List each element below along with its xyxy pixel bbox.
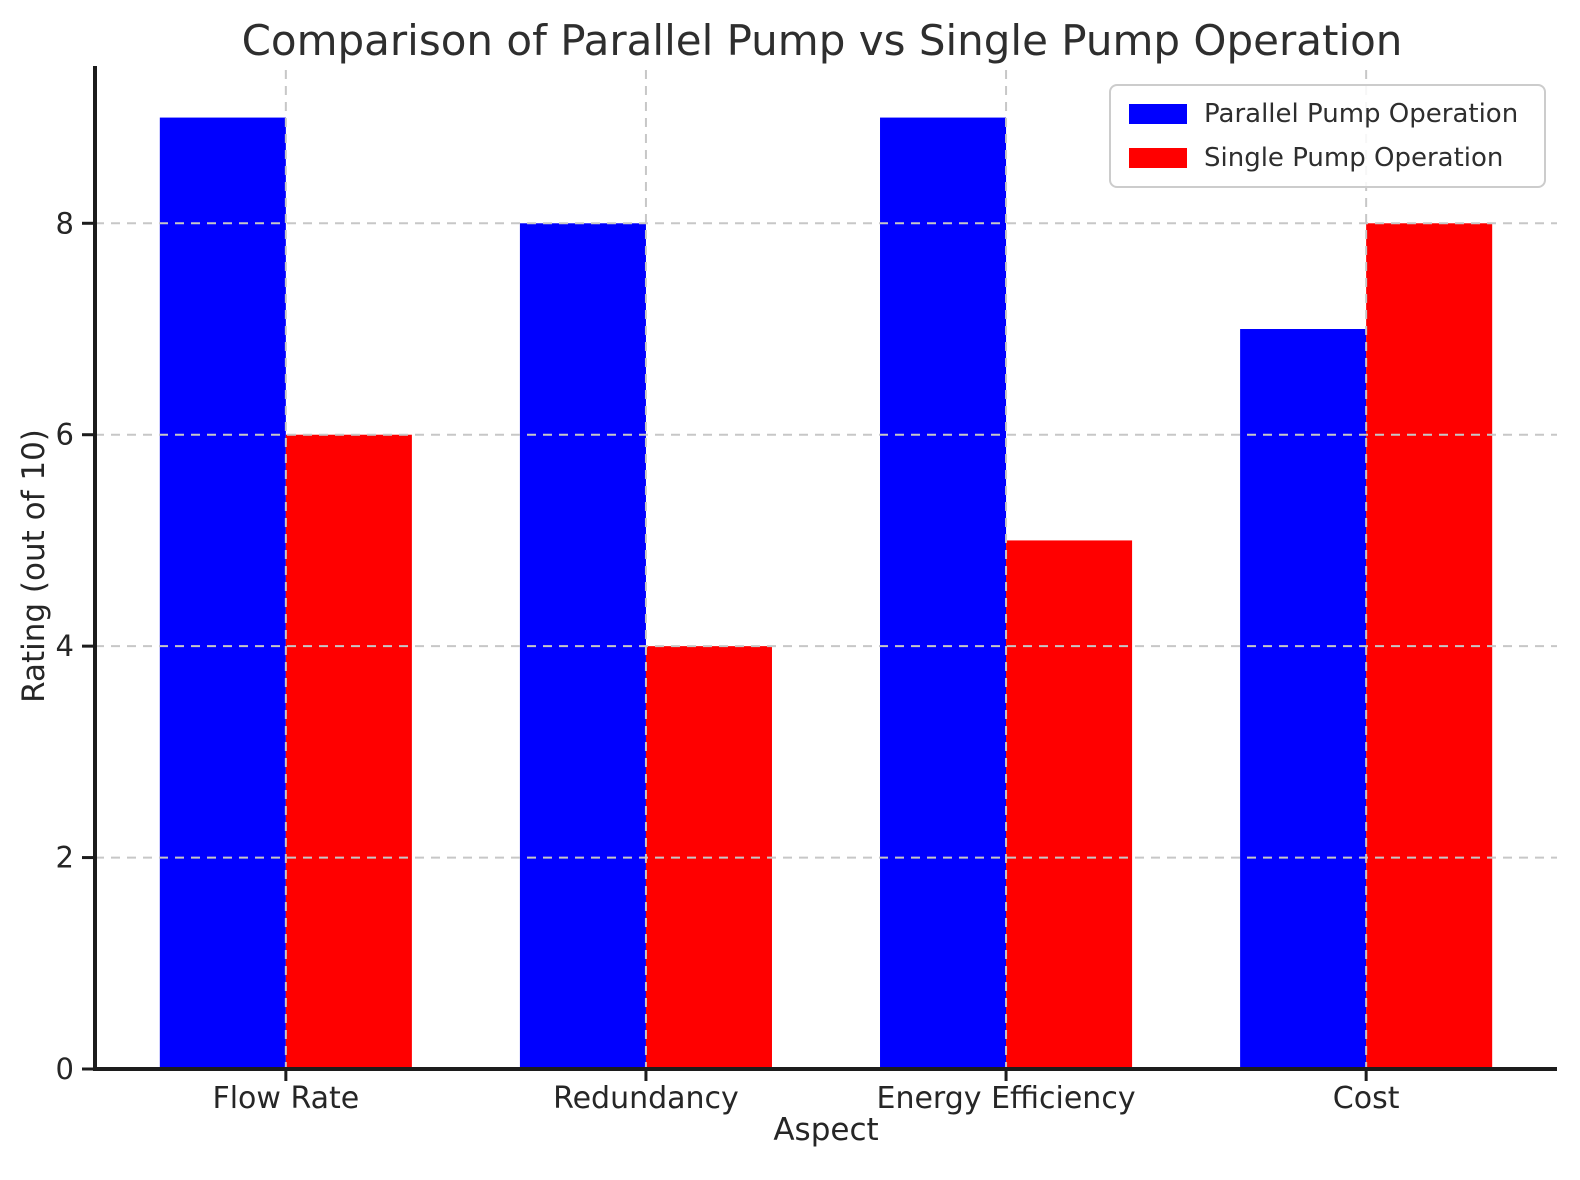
legend: Parallel Pump Operation Single Pump Oper…: [1109, 84, 1546, 188]
y-axis-label: Rating (out of 10): [16, 429, 52, 703]
x-axis-label: Aspect: [773, 1112, 879, 1148]
y-tick-label-0: 0: [56, 1052, 74, 1086]
bar-parallel-2: [880, 117, 1007, 1070]
x-tick-label-0: Flow Rate: [212, 1081, 359, 1116]
y-tick-label-4: 4: [56, 629, 74, 663]
chart-title: Comparison of Parallel Pump vs Single Pu…: [241, 16, 1403, 65]
legend-label-single: Single Pump Operation: [1204, 143, 1504, 173]
bar-single-2: [1006, 540, 1133, 1069]
bar-parallel-0: [159, 117, 286, 1070]
x-tick-label-3: Cost: [1333, 1081, 1400, 1116]
legend-item-parallel: Parallel Pump Operation: [1129, 99, 1526, 129]
legend-swatch-parallel: [1129, 104, 1187, 124]
y-tick-label-8: 8: [56, 206, 74, 240]
y-tick-label-2: 2: [56, 841, 74, 875]
legend-item-single: Single Pump Operation: [1129, 143, 1526, 173]
x-tick-label-2: Energy Efficiency: [877, 1081, 1136, 1116]
legend-swatch-single: [1129, 148, 1187, 168]
bar-parallel-3: [1240, 329, 1367, 1069]
bar-single-0: [285, 434, 412, 1069]
x-tick-label-1: Redundancy: [553, 1081, 739, 1116]
legend-label-parallel: Parallel Pump Operation: [1204, 99, 1519, 129]
y-tick-label-6: 6: [56, 418, 74, 452]
